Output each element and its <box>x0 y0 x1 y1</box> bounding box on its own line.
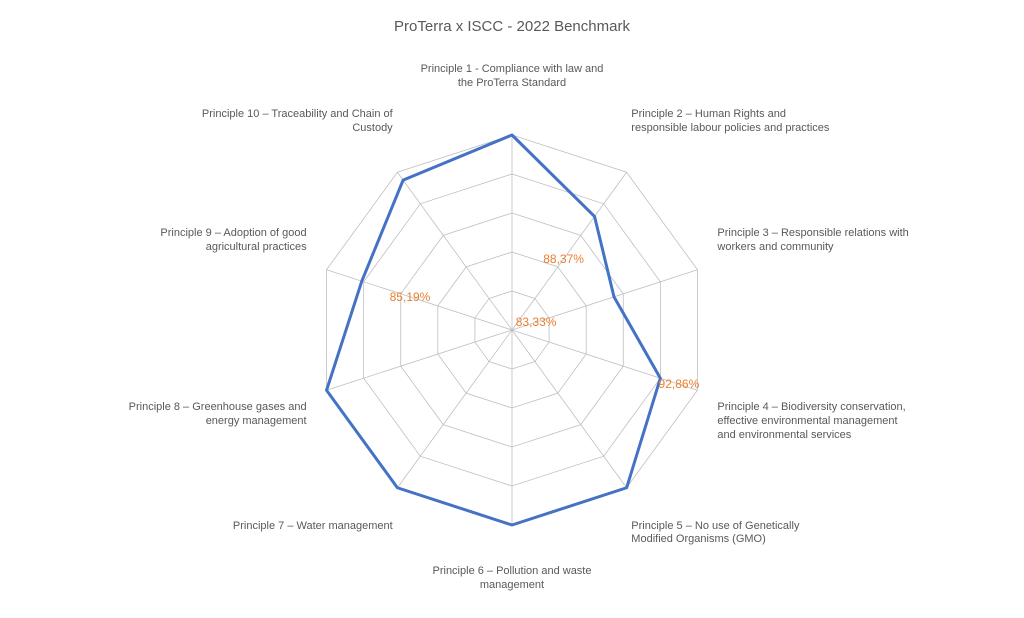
axis-label: Principle 2 – Human Rights and responsib… <box>631 108 831 136</box>
axis-label: Principle 8 – Greenhouse gases and energ… <box>107 401 307 429</box>
radar-chart <box>0 0 1024 618</box>
value-label: 88,37% <box>543 252 584 266</box>
axis-label: Principle 10 – Traceability and Chain of… <box>193 108 393 136</box>
axis-label: Principle 1 - Compliance with law and th… <box>412 63 612 91</box>
axis-label: Principle 6 – Pollution and waste manage… <box>412 565 612 593</box>
axis-label: Principle 9 – Adoption of good agricultu… <box>107 227 307 255</box>
value-label: 85,19% <box>390 290 431 304</box>
series-polygon <box>327 135 661 525</box>
axis-label: Principle 5 – No use of Genetically Modi… <box>631 520 831 548</box>
axis-label: Principle 4 – Biodiversity conservation,… <box>717 401 917 442</box>
value-label: 83,33% <box>516 315 557 329</box>
axis-label: Principle 3 – Responsible relations with… <box>717 227 917 255</box>
axis-label: Principle 7 – Water management <box>193 520 393 534</box>
value-label: 92,86% <box>659 377 700 391</box>
